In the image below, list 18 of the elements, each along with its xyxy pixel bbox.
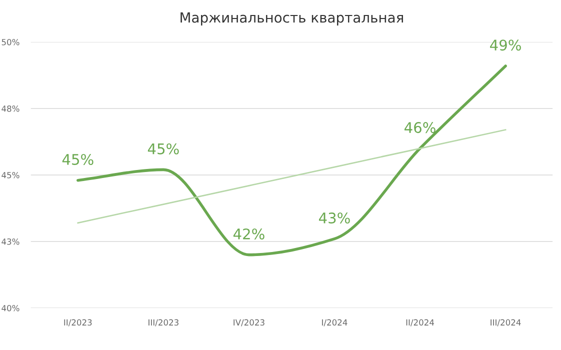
x-tick-label: II/2023 <box>64 319 92 326</box>
x-tick-label: III/2024 <box>490 319 521 326</box>
x-tick-label: II/2024 <box>406 319 434 326</box>
data-label: 45% <box>62 154 94 165</box>
y-tick-label: 40% <box>2 304 20 312</box>
y-tick-label: 50% <box>2 38 20 46</box>
x-tick-label: IV/2023 <box>234 319 264 326</box>
data-label: 42% <box>233 228 264 240</box>
chart-title: Маржинальность квартальная <box>180 12 403 26</box>
y-tick-label: 45% <box>2 172 20 178</box>
data-label: 45% <box>148 143 179 154</box>
data-label: 43% <box>318 212 350 224</box>
x-tick-label: I/2024 <box>322 319 348 326</box>
y-tick-label: 48% <box>2 105 20 112</box>
data-label: 49% <box>490 40 521 51</box>
y-tick-label: 43% <box>2 238 20 245</box>
x-tick-label: III/2023 <box>148 319 178 326</box>
data-label: 46% <box>404 122 436 134</box>
